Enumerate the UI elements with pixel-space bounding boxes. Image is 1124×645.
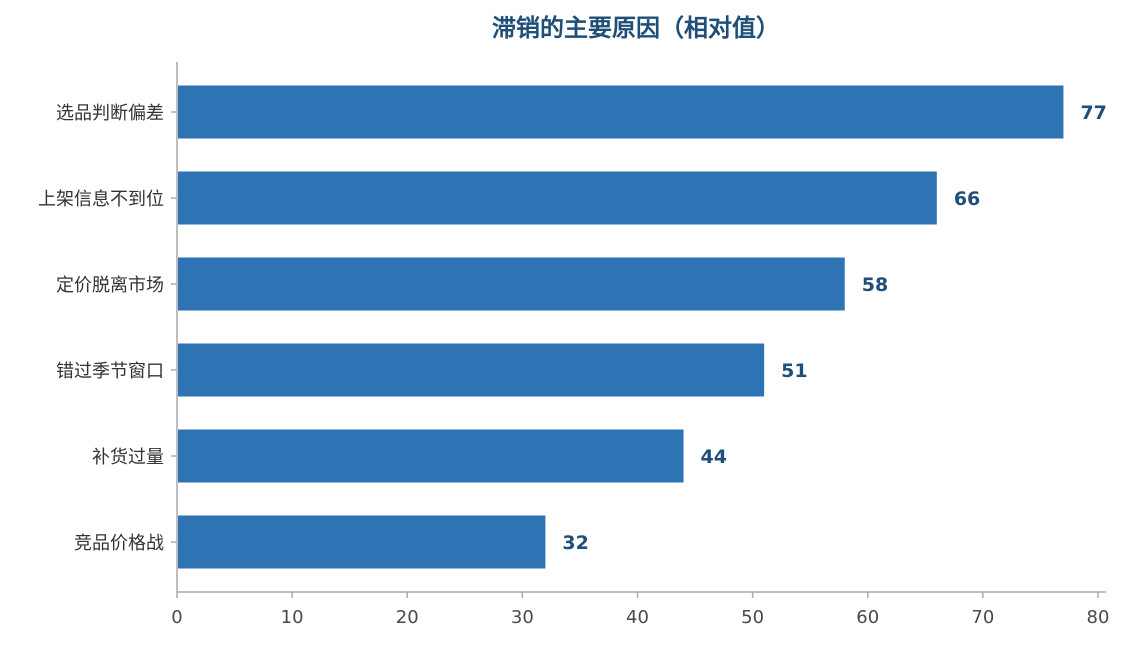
data-label: 58	[862, 274, 888, 296]
x-tick-label: 20	[396, 607, 419, 628]
x-tick-label: 10	[281, 607, 304, 628]
labels: 0 10 20 30 40 50 60 70 80 选品判断偏差 77 上架信息不到位 66 定价脱离市场…	[38, 102, 1109, 628]
bars	[178, 85, 1064, 569]
data-label: 44	[701, 446, 727, 468]
x-tick-label: 70	[971, 607, 994, 628]
category-label: 错过季节窗口	[56, 361, 164, 382]
bar	[178, 85, 1064, 139]
category-label: 竞品价格战	[74, 533, 164, 554]
category-label: 上架信息不到位	[38, 189, 164, 210]
bar	[178, 257, 845, 311]
chart-title: 滞销的主要原因（相对值）	[492, 14, 780, 42]
bar	[178, 171, 937, 225]
category-label: 选品判断偏差	[56, 103, 164, 124]
x-tick-label: 40	[626, 607, 649, 628]
category-label: 补货过量	[92, 447, 164, 468]
bar	[178, 515, 546, 569]
axes	[171, 62, 1106, 598]
x-tick-label: 60	[856, 607, 879, 628]
x-tick-label: 30	[511, 607, 534, 628]
data-label: 32	[562, 532, 588, 554]
x-tick-label: 80	[1087, 607, 1110, 628]
data-label: 51	[781, 360, 807, 382]
x-tick-label: 0	[171, 607, 182, 628]
bar	[178, 429, 684, 483]
bar	[178, 343, 765, 397]
data-label: 77	[1080, 102, 1106, 124]
x-tick-label: 50	[741, 607, 764, 628]
data-label: 66	[954, 188, 980, 210]
category-label: 定价脱离市场	[56, 275, 164, 296]
